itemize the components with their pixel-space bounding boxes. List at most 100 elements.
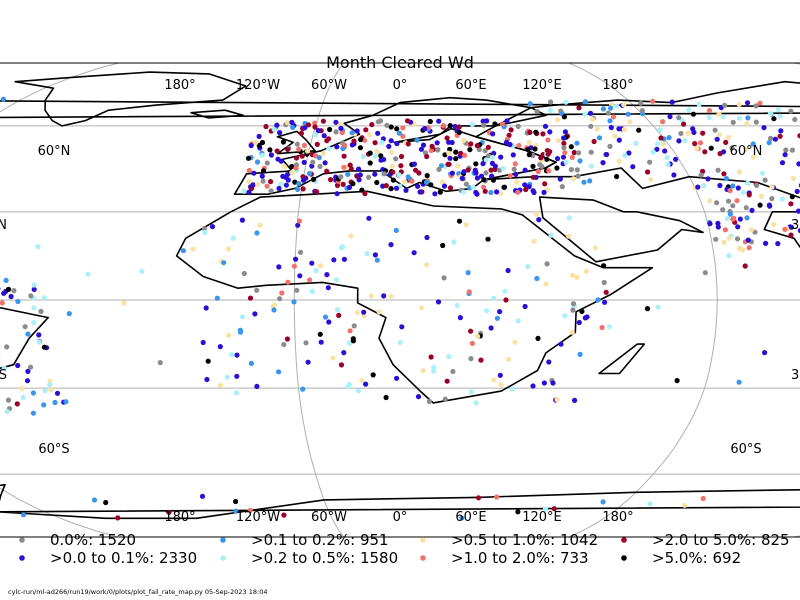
station-point [301, 142, 307, 148]
station-point [702, 270, 708, 276]
station-point [763, 240, 769, 246]
station-point [338, 125, 344, 131]
station-point [568, 144, 574, 150]
station-point [457, 315, 463, 321]
station-point [746, 192, 752, 198]
station-point [233, 508, 239, 514]
station-point [588, 110, 594, 116]
station-point [340, 244, 346, 250]
station-point [566, 215, 572, 221]
lat-tick-label: 30 [791, 368, 800, 383]
station-point [669, 99, 675, 105]
station-point [459, 175, 465, 181]
station-point [588, 163, 594, 169]
station-point [582, 315, 588, 321]
station-point [22, 324, 28, 330]
station-point [512, 161, 518, 167]
station-point [5, 286, 12, 292]
station-point [554, 397, 560, 403]
station-point [660, 119, 666, 125]
station-point [707, 221, 713, 227]
station-point [745, 115, 751, 121]
station-point [368, 293, 375, 299]
station-point [296, 181, 302, 187]
station-point [545, 137, 551, 143]
station-point [327, 126, 333, 133]
station-point [778, 128, 784, 134]
station-point [341, 256, 347, 262]
station-point [398, 153, 405, 160]
station-point [654, 146, 660, 152]
station-point [485, 236, 491, 242]
land-outline [233, 96, 557, 195]
station-point [28, 364, 34, 370]
station-point [372, 252, 378, 258]
station-point [664, 154, 670, 161]
station-point [583, 268, 589, 274]
station-point [607, 143, 613, 149]
station-point [357, 172, 363, 178]
station-point [309, 260, 315, 266]
station-point [525, 264, 531, 270]
station-point [473, 189, 479, 195]
station-point [338, 362, 345, 368]
station-point [647, 159, 653, 165]
station-point [715, 220, 721, 226]
station-point [268, 188, 274, 194]
station-point [569, 154, 575, 160]
station-point [166, 509, 172, 515]
station-point [478, 357, 484, 363]
station-point [757, 202, 763, 208]
station-point [31, 282, 37, 288]
station-point [429, 143, 435, 149]
station-point [506, 132, 512, 138]
station-point [622, 152, 628, 158]
station-point [730, 203, 736, 209]
station-point [404, 118, 411, 124]
station-point [347, 162, 353, 168]
station-point [600, 106, 607, 112]
legend-label: >0.2 to 0.5%: 1580 [251, 549, 398, 567]
station-point [241, 188, 247, 194]
station-point [254, 383, 260, 389]
station-point [788, 232, 794, 238]
station-point [264, 183, 270, 189]
station-point [366, 174, 372, 180]
station-point [254, 287, 260, 293]
station-point [561, 135, 567, 141]
station-point [468, 141, 474, 147]
station-point [366, 132, 372, 138]
station-point [483, 170, 489, 176]
station-point [259, 152, 265, 158]
legend-item: >2.0 to 5.0%: 825 [621, 531, 790, 549]
station-point [463, 181, 469, 187]
station-point [428, 182, 434, 188]
station-point [255, 181, 261, 187]
station-point [509, 386, 515, 392]
station-point [115, 515, 121, 521]
station-point [254, 159, 261, 165]
station-point [296, 146, 302, 152]
station-point [717, 182, 723, 189]
station-point [268, 152, 274, 158]
station-point [796, 161, 800, 167]
station-point [792, 116, 798, 123]
station-point [311, 176, 317, 182]
station-point [435, 147, 441, 153]
station-point [363, 127, 369, 133]
station-point [488, 167, 494, 173]
station-point [621, 127, 627, 133]
station-point [515, 509, 521, 515]
station-point [264, 160, 270, 166]
station-point [402, 179, 408, 185]
station-point [526, 184, 532, 190]
legend-item: >5.0%: 692 [621, 549, 741, 567]
station-point [533, 129, 539, 135]
station-point [698, 172, 704, 178]
station-point [550, 380, 556, 386]
station-point [745, 237, 751, 243]
station-point [771, 116, 777, 122]
station-point [749, 207, 755, 213]
station-point [394, 126, 400, 132]
